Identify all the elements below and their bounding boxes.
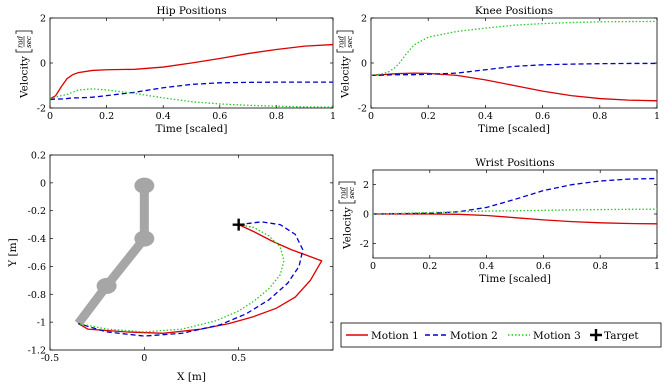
bracket-left (338, 200, 356, 204)
x-tick-label: 0 (141, 353, 147, 364)
y-axis-label: Velocity rad sec (336, 30, 354, 99)
y-axis-label: Velocity rad sec (15, 30, 33, 99)
x-tick-label: -0.5 (41, 353, 59, 364)
x-tick-label: 0.6 (535, 111, 550, 122)
x-axis-label: Time [scaled] (479, 273, 551, 285)
x-tick-label: 0.8 (593, 261, 608, 272)
legend-label: Motion 3 (533, 330, 581, 342)
target-marker (232, 218, 245, 231)
series-line-motion-2 (371, 62, 657, 77)
bracket-left (336, 49, 354, 53)
legend-box (340, 322, 662, 348)
y-tick-label: 0 (40, 59, 46, 70)
x-tick-label: 0 (370, 261, 376, 272)
series-line-motion-3 (373, 208, 657, 215)
x-tick-label: 1 (654, 111, 660, 122)
x-tick-label: 0.4 (479, 261, 494, 272)
y-tick-label: 0 (363, 210, 369, 221)
series-line-motion-3 (50, 88, 333, 108)
legend-item-motion-1: Motion 1 (346, 330, 419, 342)
trajectory-motion-3 (78, 224, 285, 333)
x-tick-label: 0.2 (422, 261, 437, 272)
x-axis-label: X [m] (177, 371, 206, 383)
series-line-motion-1 (371, 72, 657, 102)
x-tick-label: 0 (47, 111, 53, 122)
y-tick-label: -1.2 (28, 346, 46, 357)
x-axis-label: Time [scaled] (478, 123, 550, 135)
series-line-motion-2 (373, 177, 657, 215)
legend-item-motion-2: Motion 2 (425, 330, 498, 342)
legend-item-target: Target (590, 329, 639, 342)
y-tick-label: 2 (361, 14, 367, 25)
unit-denominator: sec (25, 36, 33, 48)
x-tick-label: 0.4 (478, 111, 493, 122)
x-axis-label: Time [scaled] (156, 123, 228, 135)
y-axis-label: Y [m] (7, 238, 19, 267)
unit-denominator: sec (346, 36, 354, 48)
y-axis-label-text: Velocity (340, 56, 352, 99)
x-tick-label: 0 (368, 111, 374, 122)
y-tick-label: 0 (361, 59, 367, 70)
y-tick-label: -0.4 (28, 234, 46, 245)
unit-numerator: rad (17, 35, 25, 48)
series-line-motion-3 (371, 20, 657, 77)
y-axis-label: Velocity rad sec (338, 181, 356, 250)
y-tick-label: 2 (40, 14, 46, 25)
x-tick-label: 0.6 (212, 111, 227, 122)
y-tick-label: -0.6 (28, 262, 46, 273)
x-tick-label: 0.8 (592, 111, 607, 122)
y-tick-label: -1 (37, 318, 46, 329)
robot-arm-joint (134, 230, 155, 247)
trajectory-motion-2 (78, 221, 304, 337)
unit-numerator: rad (340, 186, 348, 199)
x-tick-label: 0.6 (536, 261, 551, 272)
y-tick-label: 0.2 (31, 151, 46, 162)
y-tick-label: -2 (360, 239, 369, 250)
x-tick-label: 0.2 (99, 111, 114, 122)
panel-title: Knee Positions (475, 5, 553, 17)
unit-numerator: rad (338, 35, 346, 48)
bracket-right (338, 181, 356, 185)
x-tick-label: 1 (330, 111, 336, 122)
legend-label: Motion 2 (450, 330, 498, 342)
plus-icon (590, 329, 602, 341)
y-tick-label: -0.2 (28, 206, 46, 217)
y-tick-label: 0 (40, 178, 46, 189)
x-tick-label: 0.5 (231, 353, 246, 364)
legend-item-motion-3: Motion 3 (508, 330, 581, 342)
trajectory-motion-1 (77, 224, 323, 334)
y-tick-label: -2 (358, 104, 367, 115)
series-line-motion-1 (373, 213, 657, 225)
robot-arm-joint (96, 277, 117, 294)
y-axis-label-text: Velocity (19, 56, 31, 99)
unit-denominator: sec (348, 187, 356, 199)
robot-arm-links (74, 185, 149, 327)
axes-frame (49, 154, 334, 351)
legend-label: Motion 1 (371, 330, 419, 342)
y-tick-label: 2 (363, 180, 369, 191)
bracket-right (15, 30, 33, 34)
robot-arm-joint (134, 177, 155, 194)
x-tick-label: 0.8 (269, 111, 284, 122)
y-tick-label: -2 (37, 104, 46, 115)
x-tick-label: 0.4 (156, 111, 171, 122)
y-axis-label-text: Velocity (342, 207, 354, 250)
trajectory-chart: -0.5 0 0.5 0.2 0 -0.2 -0.4 -0.6 -0.8 -1 -1.2 X [m] Y… (7, 151, 334, 383)
legend: Motion 1 Motion 2 Motion 3 Target (340, 322, 662, 348)
legend-label: Target (604, 330, 639, 342)
panel-title: Wrist Positions (475, 157, 554, 169)
x-tick-label: 0.2 (421, 111, 436, 122)
series-line-motion-1 (50, 43, 333, 100)
panel-title: Hip Positions (156, 5, 226, 17)
bracket-right (336, 30, 354, 34)
series-line-motion-2 (50, 81, 333, 101)
bracket-left (15, 49, 33, 53)
y-tick-label: -0.8 (28, 290, 46, 301)
x-tick-label: 1 (654, 261, 660, 272)
